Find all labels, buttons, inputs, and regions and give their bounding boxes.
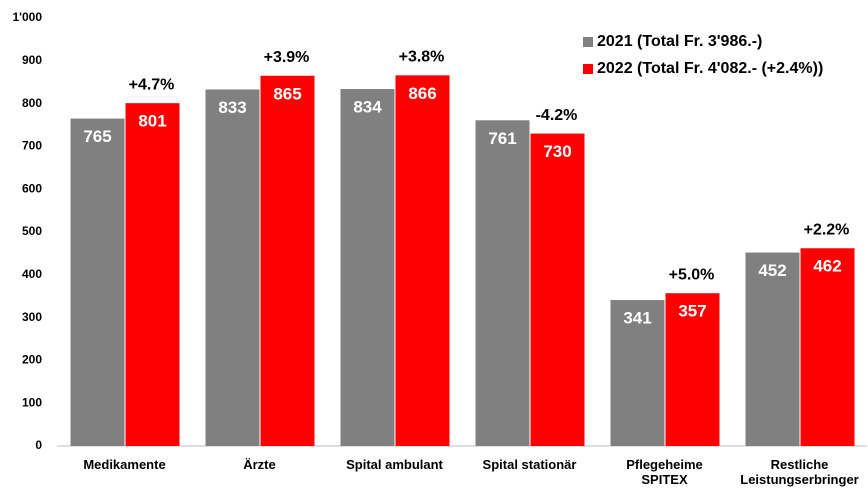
value-label: 341	[623, 309, 651, 328]
bar	[395, 75, 450, 447]
bar	[610, 300, 665, 446]
legend-label: 2022 (Total Fr. 4'082.- (+2.4%))	[597, 60, 823, 77]
y-tick-label: 1'000	[12, 10, 42, 24]
y-tick-label: 200	[22, 353, 42, 367]
value-label: 801	[138, 112, 166, 131]
x-tick-label: Medikamente	[83, 457, 166, 472]
bar	[665, 293, 720, 446]
change-annotation: +2.2%	[804, 221, 850, 238]
y-tick-label: 600	[22, 181, 42, 195]
x-tick-label: Spital ambulant	[346, 457, 443, 472]
value-label: 865	[273, 84, 301, 103]
value-label: 357	[678, 302, 706, 321]
x-tick-label: Restliche Leistungserbringer	[740, 457, 859, 487]
value-label: 452	[758, 261, 786, 280]
y-tick-label: 700	[22, 139, 42, 153]
bar	[800, 248, 855, 446]
bar	[205, 89, 260, 446]
value-label: 730	[543, 142, 571, 161]
value-label: 761	[488, 129, 516, 148]
value-label: 833	[218, 98, 246, 117]
bar	[340, 89, 395, 446]
change-annotation: +4.7%	[129, 76, 175, 93]
change-annotation: +3.9%	[264, 49, 310, 66]
legend-swatch	[583, 64, 593, 74]
bar	[745, 252, 800, 446]
x-tick-label: Pflegeheime SPITEX	[626, 457, 703, 487]
bar	[260, 75, 315, 446]
change-annotation: +3.8%	[399, 49, 445, 66]
x-tick-label: Ärzte	[243, 457, 276, 472]
y-tick-label: 0	[35, 438, 42, 452]
y-tick-label: 400	[22, 267, 42, 281]
y-tick-label: 900	[22, 53, 42, 67]
legend-label: 2021 (Total Fr. 3'986.-)	[597, 33, 762, 50]
bar	[530, 133, 585, 446]
value-label: 462	[813, 257, 841, 276]
bar	[125, 103, 180, 446]
value-label: 765	[83, 127, 111, 146]
bar	[475, 120, 530, 447]
legend-swatch	[583, 37, 593, 47]
y-tick-label: 800	[22, 96, 42, 110]
change-annotation: -4.2%	[536, 107, 578, 124]
y-tick-label: 100	[22, 395, 42, 409]
value-label: 834	[353, 98, 382, 117]
y-tick-label: 500	[22, 224, 42, 238]
bar	[70, 118, 125, 446]
x-tick-label: Spital stationär	[482, 457, 577, 472]
change-annotation: +5.0%	[669, 266, 715, 283]
y-tick-label: 300	[22, 310, 42, 324]
value-label: 866	[408, 84, 436, 103]
